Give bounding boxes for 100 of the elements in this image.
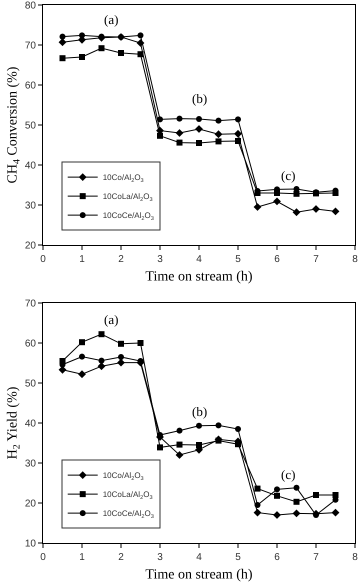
point xyxy=(138,340,144,346)
point xyxy=(79,339,85,346)
point xyxy=(176,451,184,459)
point xyxy=(176,442,182,448)
point xyxy=(196,140,202,146)
point xyxy=(313,492,319,498)
point xyxy=(138,51,144,58)
point xyxy=(216,422,222,428)
point xyxy=(58,38,66,46)
point xyxy=(98,362,106,370)
x-axis-title: Time on stream (h) xyxy=(145,567,253,582)
point xyxy=(235,116,241,122)
point xyxy=(118,340,124,347)
x-tick-label: 1 xyxy=(79,552,86,563)
annotation: (a) xyxy=(104,12,118,27)
point xyxy=(196,116,202,122)
point xyxy=(79,32,85,38)
point xyxy=(118,50,124,56)
point xyxy=(235,426,241,432)
point xyxy=(138,32,144,38)
x-tick-label: 7 xyxy=(313,552,320,563)
point xyxy=(332,208,340,216)
legend-label: 10CoLa/Al$_{2}$O$_{3}$ xyxy=(102,192,153,203)
point xyxy=(79,354,85,360)
point xyxy=(214,130,222,138)
x-tick-label: 4 xyxy=(196,254,202,265)
x-tick-label: 6 xyxy=(274,552,280,563)
point xyxy=(294,498,300,505)
y-tick-label: 80 xyxy=(24,0,36,12)
point xyxy=(294,484,300,491)
legend-label: 10CoLa/Al$_{2}$O$_{3}$ xyxy=(102,490,153,501)
point xyxy=(254,486,260,492)
y-tick-label: 70 xyxy=(24,40,36,52)
x-tick-label: 1 xyxy=(79,254,86,265)
point xyxy=(254,502,260,508)
y-tick-label: 10 xyxy=(24,538,36,550)
point xyxy=(98,45,104,52)
x-tick-label: 0 xyxy=(40,254,46,265)
point xyxy=(254,203,262,211)
x-tick-label: 2 xyxy=(118,552,124,563)
point xyxy=(216,118,222,124)
x-tick-label: 8 xyxy=(352,552,358,563)
point xyxy=(292,208,300,216)
legend-label: 10CoCe/Al$_{2}$O$_{3}$ xyxy=(102,211,154,222)
point xyxy=(235,138,241,144)
point xyxy=(312,205,320,213)
point xyxy=(176,428,182,434)
x-axis-title: Time on stream (h) xyxy=(145,269,253,284)
x-tick-label: 3 xyxy=(157,254,164,265)
x-tick-label: 6 xyxy=(274,254,280,265)
point xyxy=(274,486,280,492)
y-tick-label: 50 xyxy=(24,378,36,390)
y-tick-label: 70 xyxy=(24,298,36,310)
x-tick-label: 5 xyxy=(235,254,242,265)
point xyxy=(78,370,86,378)
point xyxy=(196,422,202,429)
y-tick-label: 20 xyxy=(24,498,36,510)
x-tick-label: 5 xyxy=(235,552,242,563)
point xyxy=(60,55,66,62)
point xyxy=(60,34,66,40)
legend-label: 10CoCe/Al$_{2}$O$_{3}$ xyxy=(102,509,154,520)
point xyxy=(294,190,300,197)
x-tick-label: 3 xyxy=(157,552,164,563)
y-tick-label: 40 xyxy=(24,418,36,430)
annotation: (a) xyxy=(104,312,118,327)
point xyxy=(332,508,340,516)
annotation: (c) xyxy=(281,168,296,183)
point xyxy=(176,140,182,146)
point xyxy=(216,138,222,144)
point xyxy=(274,492,280,499)
point xyxy=(234,130,242,138)
point xyxy=(332,492,338,498)
point xyxy=(176,129,184,137)
annotation: (b) xyxy=(192,91,208,106)
point xyxy=(195,125,203,133)
x-tick-label: 2 xyxy=(118,254,124,265)
y-tick-label: 30 xyxy=(24,200,36,212)
point xyxy=(157,444,163,450)
legend-label: 10Co/Al$_{2}$O$_{3}$ xyxy=(102,173,144,184)
point xyxy=(273,198,281,206)
point xyxy=(176,116,182,122)
point xyxy=(273,511,281,519)
point xyxy=(196,442,202,448)
x-tick-label: 4 xyxy=(196,552,202,563)
x-tick-label: 7 xyxy=(313,254,320,265)
point xyxy=(157,116,163,122)
legend-label: 10Co/Al$_{2}$O$_{3}$ xyxy=(102,471,144,482)
annotation: (b) xyxy=(192,404,208,419)
x-tick-label: 8 xyxy=(352,254,358,265)
point xyxy=(98,331,104,338)
y-tick-label: 40 xyxy=(24,160,36,172)
annotation: (c) xyxy=(281,467,296,482)
x-tick-label: 0 xyxy=(40,552,46,563)
y-tick-label: 50 xyxy=(24,120,36,132)
y-tick-label: 60 xyxy=(24,80,36,92)
point xyxy=(79,54,85,60)
point xyxy=(98,358,104,364)
y-tick-label: 20 xyxy=(24,240,36,252)
y-tick-label: 30 xyxy=(24,458,36,470)
point xyxy=(118,354,124,360)
